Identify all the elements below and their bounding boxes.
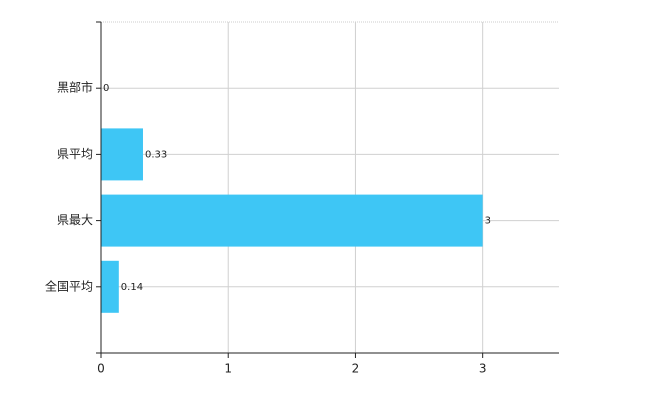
x-tick-label: 2 bbox=[352, 362, 360, 376]
bar bbox=[101, 128, 143, 181]
x-tick-label: 0 bbox=[97, 362, 105, 376]
value-label: 0.33 bbox=[145, 149, 167, 160]
value-label: 0 bbox=[103, 83, 109, 94]
y-tick-label: 全国平均 bbox=[45, 278, 93, 293]
x-tick-label: 1 bbox=[224, 362, 232, 376]
y-tick-label: 県最大 bbox=[57, 213, 93, 227]
y-tick-label: 黒部市 bbox=[57, 80, 93, 95]
y-tick-label: 県平均 bbox=[57, 147, 93, 161]
bar bbox=[101, 260, 119, 313]
bar bbox=[101, 194, 483, 247]
value-label: 0.14 bbox=[121, 282, 143, 293]
value-label: 3 bbox=[485, 216, 491, 227]
x-tick-label: 3 bbox=[479, 362, 487, 376]
